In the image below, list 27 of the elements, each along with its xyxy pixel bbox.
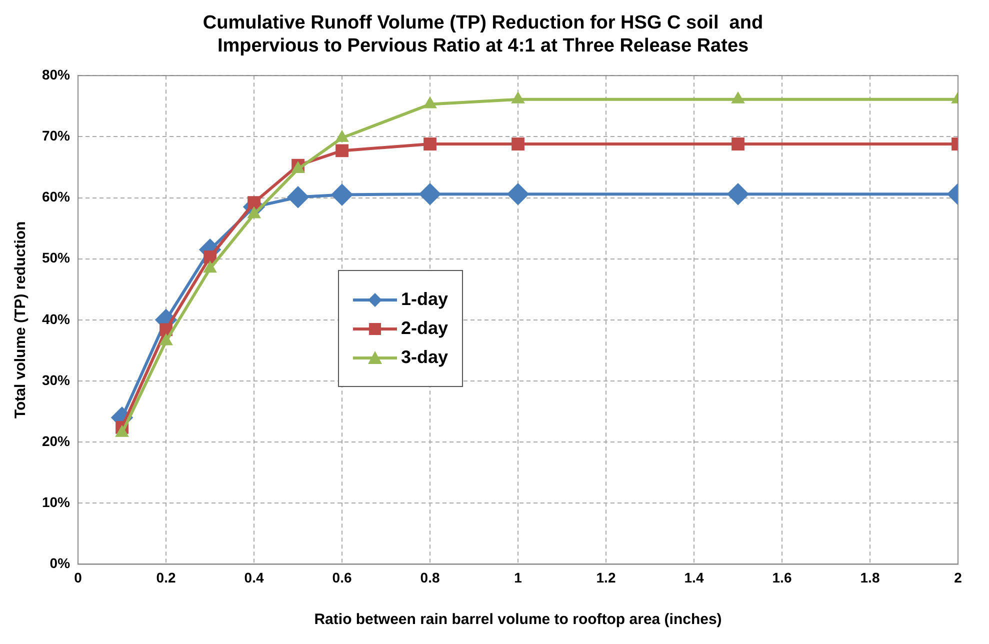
x-tick-label: 2: [954, 569, 962, 586]
y-tick-label: 80%: [42, 66, 71, 82]
x-tick-label: 0.8: [420, 569, 440, 586]
legend-label: 2-day: [401, 318, 448, 339]
y-axis-title: Total volume (TP) reduction: [12, 221, 30, 419]
x-tick-label: 1.2: [596, 569, 616, 586]
y-tick-label: 40%: [42, 310, 71, 327]
legend-label: 3-day: [401, 347, 448, 368]
y-tick-label: 20%: [42, 432, 71, 449]
x-tick-label: 0: [74, 569, 82, 586]
y-tick-label: 30%: [42, 372, 71, 388]
legend-label: 1-day: [401, 289, 448, 310]
text: Cumulative Runoff Volume (TP) Reduction for HSG C soil and: [202, 12, 764, 34]
x-tick-label: 0.6: [332, 569, 352, 586]
x-tick-label: 1: [514, 569, 522, 586]
text: Impervious to Pervious Ratio at 4:1 at Three Release Rates: [217, 35, 749, 56]
x-axis-title: Ratio between rain barrel volume to rooftop area (inches): [314, 611, 722, 628]
y-tick-label: 60%: [42, 188, 71, 205]
y-tick-label: 0%: [50, 555, 71, 572]
x-tick-label: 1.8: [860, 569, 880, 586]
y-tick-label: 50%: [42, 250, 71, 266]
x-tick-label: 1.6: [772, 569, 792, 586]
y-tick-label: 70%: [42, 128, 71, 144]
x-tick-label: 0.4: [244, 569, 264, 586]
y-tick-label: 10%: [42, 494, 71, 510]
x-tick-label: 1.4: [684, 569, 704, 586]
x-tick-label: 0.2: [156, 569, 176, 586]
